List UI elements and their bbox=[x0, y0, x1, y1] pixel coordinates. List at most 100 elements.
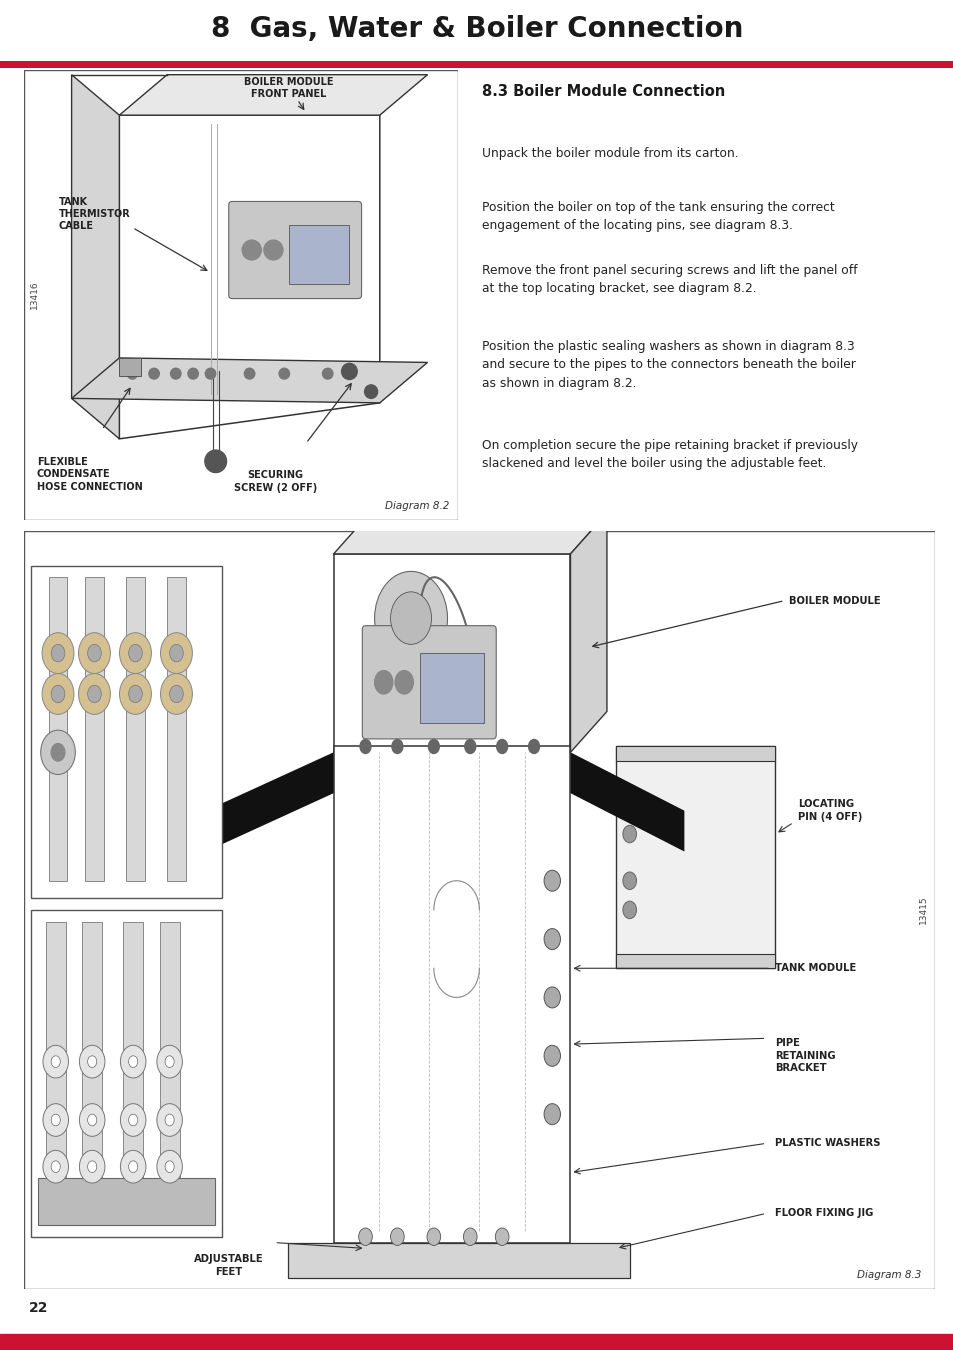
Text: BOILER MODULE: BOILER MODULE bbox=[788, 595, 880, 606]
Polygon shape bbox=[206, 752, 334, 852]
Bar bbox=[46, 922, 66, 1219]
Text: 13415: 13415 bbox=[918, 895, 927, 925]
Circle shape bbox=[543, 929, 559, 949]
Bar bbox=[126, 578, 145, 880]
Circle shape bbox=[51, 1161, 60, 1173]
Circle shape bbox=[528, 740, 539, 753]
Text: Remove the front panel securing screws and lift the panel off
at the top locatin: Remove the front panel securing screws a… bbox=[481, 263, 857, 296]
Circle shape bbox=[78, 633, 111, 674]
Circle shape bbox=[390, 591, 431, 644]
Bar bbox=[82, 922, 102, 1219]
Text: 22: 22 bbox=[29, 1301, 48, 1315]
Circle shape bbox=[88, 1114, 96, 1126]
Bar bbox=[616, 953, 775, 968]
Bar bbox=[37, 1179, 215, 1224]
Circle shape bbox=[543, 1045, 559, 1066]
Circle shape bbox=[170, 686, 183, 703]
Text: SEALING WASHER
(white plastic) (4 OFF): SEALING WASHER (white plastic) (4 OFF) bbox=[33, 1026, 159, 1049]
Bar bbox=[159, 922, 179, 1219]
Text: TANK MODULE: TANK MODULE bbox=[775, 964, 856, 973]
Text: Position the plastic sealing washers as shown in diagram 8.3
and secure to the p: Position the plastic sealing washers as … bbox=[481, 340, 855, 390]
Bar bbox=[123, 922, 143, 1219]
Circle shape bbox=[43, 1104, 69, 1137]
Circle shape bbox=[375, 571, 447, 664]
Circle shape bbox=[395, 671, 413, 694]
Circle shape bbox=[78, 674, 111, 714]
Circle shape bbox=[88, 686, 101, 703]
Circle shape bbox=[264, 240, 283, 261]
Polygon shape bbox=[119, 74, 427, 115]
Circle shape bbox=[622, 902, 636, 918]
Circle shape bbox=[165, 1056, 174, 1068]
Text: Unpack the boiler module from its carton.: Unpack the boiler module from its carton… bbox=[481, 147, 738, 159]
Circle shape bbox=[129, 1114, 137, 1126]
Circle shape bbox=[359, 740, 371, 753]
Circle shape bbox=[428, 740, 438, 753]
Circle shape bbox=[129, 1056, 137, 1068]
Circle shape bbox=[497, 740, 507, 753]
Circle shape bbox=[622, 872, 636, 890]
Polygon shape bbox=[570, 513, 606, 752]
Text: On completion secure the pipe retaining bracket if previously
slackened and leve: On completion secure the pipe retaining … bbox=[481, 439, 857, 470]
Circle shape bbox=[41, 730, 75, 775]
Bar bbox=[49, 578, 67, 880]
Circle shape bbox=[364, 385, 377, 398]
Circle shape bbox=[205, 450, 226, 472]
Text: FLEXIBLE
CONDENSATE
HOSE CONNECTION: FLEXIBLE CONDENSATE HOSE CONNECTION bbox=[37, 456, 142, 491]
Bar bbox=[289, 225, 349, 284]
Circle shape bbox=[156, 1104, 182, 1137]
Bar bbox=[85, 578, 104, 880]
Polygon shape bbox=[71, 358, 427, 402]
Text: SECURING
SCREW (2 OFF): SECURING SCREW (2 OFF) bbox=[233, 470, 317, 493]
Circle shape bbox=[463, 1228, 476, 1246]
Circle shape bbox=[375, 671, 393, 694]
Circle shape bbox=[464, 740, 476, 753]
Bar bbox=[119, 358, 141, 375]
Text: 8.3 Boiler Module Connection: 8.3 Boiler Module Connection bbox=[481, 84, 724, 99]
Circle shape bbox=[51, 686, 65, 703]
Circle shape bbox=[341, 363, 356, 379]
Circle shape bbox=[165, 1161, 174, 1173]
Circle shape bbox=[427, 1228, 440, 1246]
Bar bbox=[616, 747, 775, 761]
Circle shape bbox=[42, 633, 74, 674]
Circle shape bbox=[543, 987, 559, 1008]
Circle shape bbox=[244, 369, 254, 379]
Circle shape bbox=[88, 1161, 96, 1173]
FancyBboxPatch shape bbox=[362, 625, 496, 738]
Circle shape bbox=[358, 1228, 372, 1246]
Bar bbox=[30, 910, 222, 1237]
Circle shape bbox=[129, 644, 142, 662]
Circle shape bbox=[622, 825, 636, 842]
Circle shape bbox=[42, 674, 74, 714]
Circle shape bbox=[129, 686, 142, 703]
Circle shape bbox=[120, 1045, 146, 1079]
Circle shape bbox=[88, 1056, 96, 1068]
Bar bbox=[334, 747, 570, 1242]
Circle shape bbox=[160, 674, 193, 714]
Text: 13416: 13416 bbox=[30, 281, 39, 309]
Circle shape bbox=[390, 1228, 404, 1246]
Circle shape bbox=[127, 369, 137, 379]
Circle shape bbox=[51, 744, 65, 761]
Circle shape bbox=[322, 369, 333, 379]
Bar bbox=[334, 554, 570, 752]
FancyBboxPatch shape bbox=[229, 201, 361, 298]
Circle shape bbox=[622, 784, 636, 802]
Bar bbox=[419, 653, 483, 724]
Circle shape bbox=[119, 674, 152, 714]
Circle shape bbox=[51, 1114, 60, 1126]
Circle shape bbox=[149, 369, 159, 379]
Bar bbox=[167, 578, 186, 880]
Circle shape bbox=[88, 644, 101, 662]
Polygon shape bbox=[71, 74, 119, 439]
Circle shape bbox=[242, 240, 261, 261]
Text: Position the boiler on top of the tank ensuring the correct
engagement of the lo: Position the boiler on top of the tank e… bbox=[481, 201, 834, 232]
Text: SEALING WASHER
1/2": SEALING WASHER 1/2" bbox=[33, 950, 132, 973]
Circle shape bbox=[205, 369, 215, 379]
Bar bbox=[616, 747, 775, 968]
Circle shape bbox=[188, 369, 198, 379]
Text: PLASTIC WASHERS: PLASTIC WASHERS bbox=[775, 1138, 880, 1149]
Text: BOILER MODULE
FRONT PANEL: BOILER MODULE FRONT PANEL bbox=[244, 77, 333, 100]
Polygon shape bbox=[334, 513, 606, 554]
